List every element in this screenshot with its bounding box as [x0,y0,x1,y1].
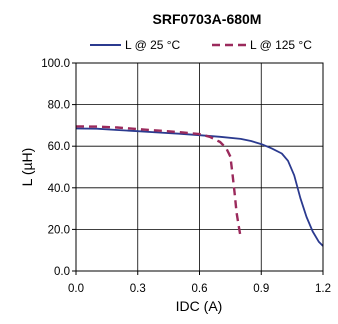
y-tick-label: 100.0 [41,58,70,70]
x-axis-label: IDC (A) [176,298,223,314]
y-tick-label: 0.0 [54,266,70,278]
legend-label-25c: L @ 25 °C [125,38,181,52]
grid [76,63,323,271]
legend: L @ 25 °C L @ 125 °C [90,38,312,52]
y-tick-label: 20.0 [48,224,70,236]
series-line-125c [75,125,242,238]
plot-series [75,125,324,247]
chart-title: SRF0703A-680M [153,11,262,27]
series-line-25c [75,127,324,247]
y-tick-label: 40.0 [48,183,70,195]
y-tick-label: 60.0 [48,141,70,153]
y-axis-label: L (µH) [19,148,35,187]
x-tick-label: 0.0 [68,283,84,295]
axis-ticks: 0.0 0.3 0.6 0.9 1.2 0.0 20.0 40.0 60.0 80.0 100.0 [41,58,331,295]
legend-label-125c: L @ 125 °C [250,38,312,52]
x-tick-label: 0.9 [253,283,269,295]
y-tick-label: 80.0 [48,100,70,112]
x-tick-label: 0.6 [192,283,208,295]
x-tick-label: 1.2 [315,283,331,295]
x-tick-label: 0.3 [130,283,146,295]
